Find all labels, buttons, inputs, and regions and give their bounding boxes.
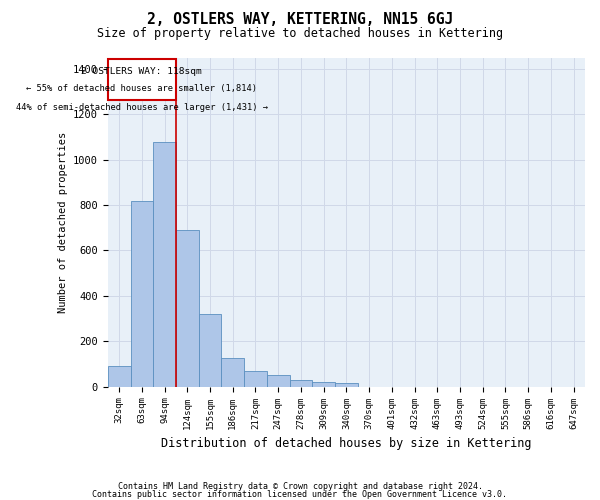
Bar — [131, 200, 153, 386]
Bar — [267, 376, 290, 386]
Text: 2, OSTLERS WAY, KETTERING, NN15 6GJ: 2, OSTLERS WAY, KETTERING, NN15 6GJ — [147, 12, 453, 28]
Bar — [221, 358, 244, 386]
Text: 44% of semi-detached houses are larger (1,431) →: 44% of semi-detached houses are larger (… — [16, 103, 268, 112]
X-axis label: Distribution of detached houses by size in Kettering: Distribution of detached houses by size … — [161, 437, 532, 450]
Bar — [108, 58, 176, 100]
Bar — [176, 230, 199, 386]
Text: 2 OSTLERS WAY: 118sqm: 2 OSTLERS WAY: 118sqm — [82, 66, 202, 76]
Bar — [335, 384, 358, 386]
Bar — [108, 366, 131, 386]
Bar — [313, 382, 335, 386]
Bar — [244, 371, 267, 386]
Text: Contains public sector information licensed under the Open Government Licence v3: Contains public sector information licen… — [92, 490, 508, 499]
Bar — [153, 142, 176, 386]
Bar — [290, 380, 313, 386]
Text: Contains HM Land Registry data © Crown copyright and database right 2024.: Contains HM Land Registry data © Crown c… — [118, 482, 482, 491]
Text: Size of property relative to detached houses in Kettering: Size of property relative to detached ho… — [97, 28, 503, 40]
Y-axis label: Number of detached properties: Number of detached properties — [58, 132, 68, 312]
Text: ← 55% of detached houses are smaller (1,814): ← 55% of detached houses are smaller (1,… — [26, 84, 257, 92]
Bar — [199, 314, 221, 386]
